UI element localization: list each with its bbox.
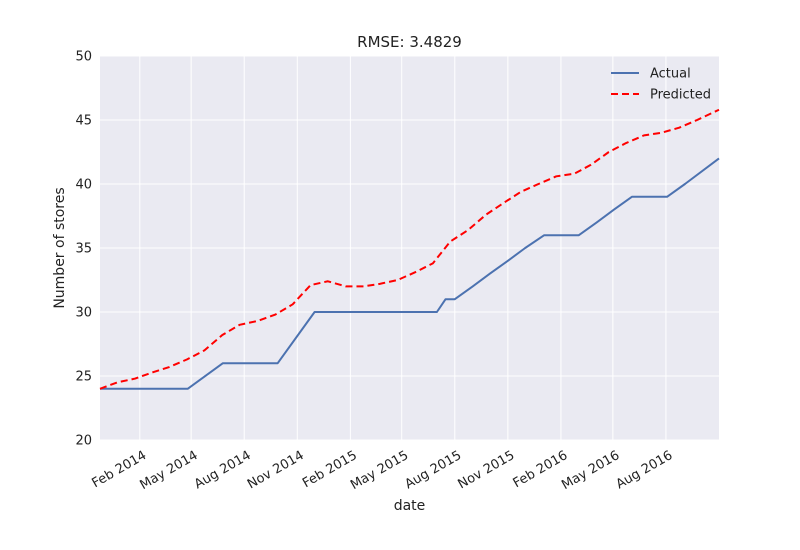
series-layer: [99, 108, 720, 390]
y-tick-labels: 20 25 30 35 40 45 50: [75, 50, 92, 449]
y-tick-label: 40: [75, 178, 92, 193]
x-tick-label: May 2014: [138, 448, 201, 493]
legend-label-predicted: Predicted: [650, 88, 711, 103]
y-tick-label: 35: [75, 242, 92, 257]
x-tick-label: May 2016: [559, 448, 622, 493]
x-tick-label: Aug 2014: [192, 448, 254, 492]
x-tick-label: Nov 2014: [245, 448, 307, 492]
y-tick-label: 20: [75, 434, 92, 449]
y-axis-label: Number of stores: [52, 187, 68, 308]
x-tick-label: Aug 2015: [402, 448, 464, 492]
x-tick-label: May 2015: [348, 448, 411, 493]
legend-label-actual: Actual: [650, 67, 691, 82]
x-axis-label: date: [394, 498, 426, 514]
series-line-actual: [100, 157, 720, 390]
y-tick-label: 30: [75, 306, 92, 321]
y-tick-label: 25: [75, 370, 92, 385]
x-tick-label: Aug 2016: [614, 448, 676, 492]
y-tick-label: 45: [75, 114, 92, 129]
x-tick-label: Nov 2015: [456, 448, 518, 492]
legend: Actual Predicted: [611, 67, 711, 103]
chart-title: RMSE: 3.4829: [357, 33, 462, 51]
y-tick-label: 50: [75, 50, 92, 65]
